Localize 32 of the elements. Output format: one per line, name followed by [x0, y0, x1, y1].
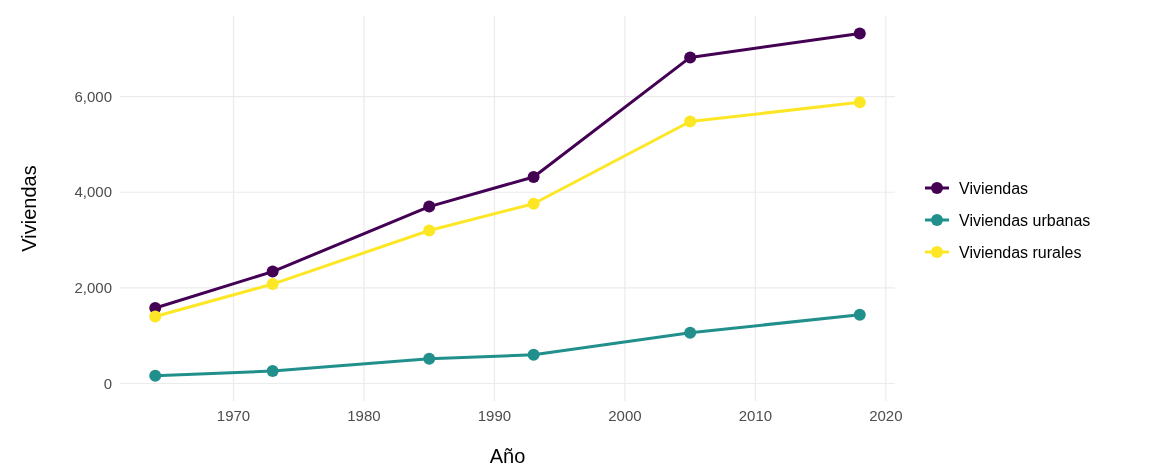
point [266, 365, 279, 378]
legend-label: Viviendas [959, 180, 1029, 197]
x-tick-label: 1980 [347, 407, 381, 424]
y-tick-label: 6,000 [74, 87, 112, 105]
y-tick-label: 4,000 [74, 183, 112, 201]
point [266, 278, 279, 291]
legend-label: Viviendas rurales [959, 244, 1082, 261]
point [149, 310, 162, 323]
point [423, 352, 436, 365]
point [853, 308, 866, 321]
point [423, 224, 436, 237]
x-tick-label: 2010 [738, 407, 773, 424]
point [527, 197, 540, 210]
point [149, 369, 162, 382]
y-tick-label: 0 [103, 374, 112, 392]
legend-label: Viviendas urbanas [959, 212, 1091, 229]
x-axis-title: Año [489, 445, 526, 467]
point [527, 170, 540, 183]
point [684, 51, 697, 64]
x-tick-label: 1990 [477, 407, 512, 424]
x-tick-label: 2020 [869, 407, 903, 424]
point [684, 115, 697, 128]
y-tick-label: 2,000 [74, 278, 112, 296]
point [266, 265, 279, 278]
y-axis-title: Viviendas [18, 165, 40, 252]
point [684, 326, 697, 339]
x-tick-label: 2000 [608, 407, 642, 424]
x-tick-label: 1970 [216, 407, 251, 424]
point [527, 348, 540, 361]
point [853, 96, 866, 109]
point [423, 200, 436, 213]
point [853, 27, 866, 40]
